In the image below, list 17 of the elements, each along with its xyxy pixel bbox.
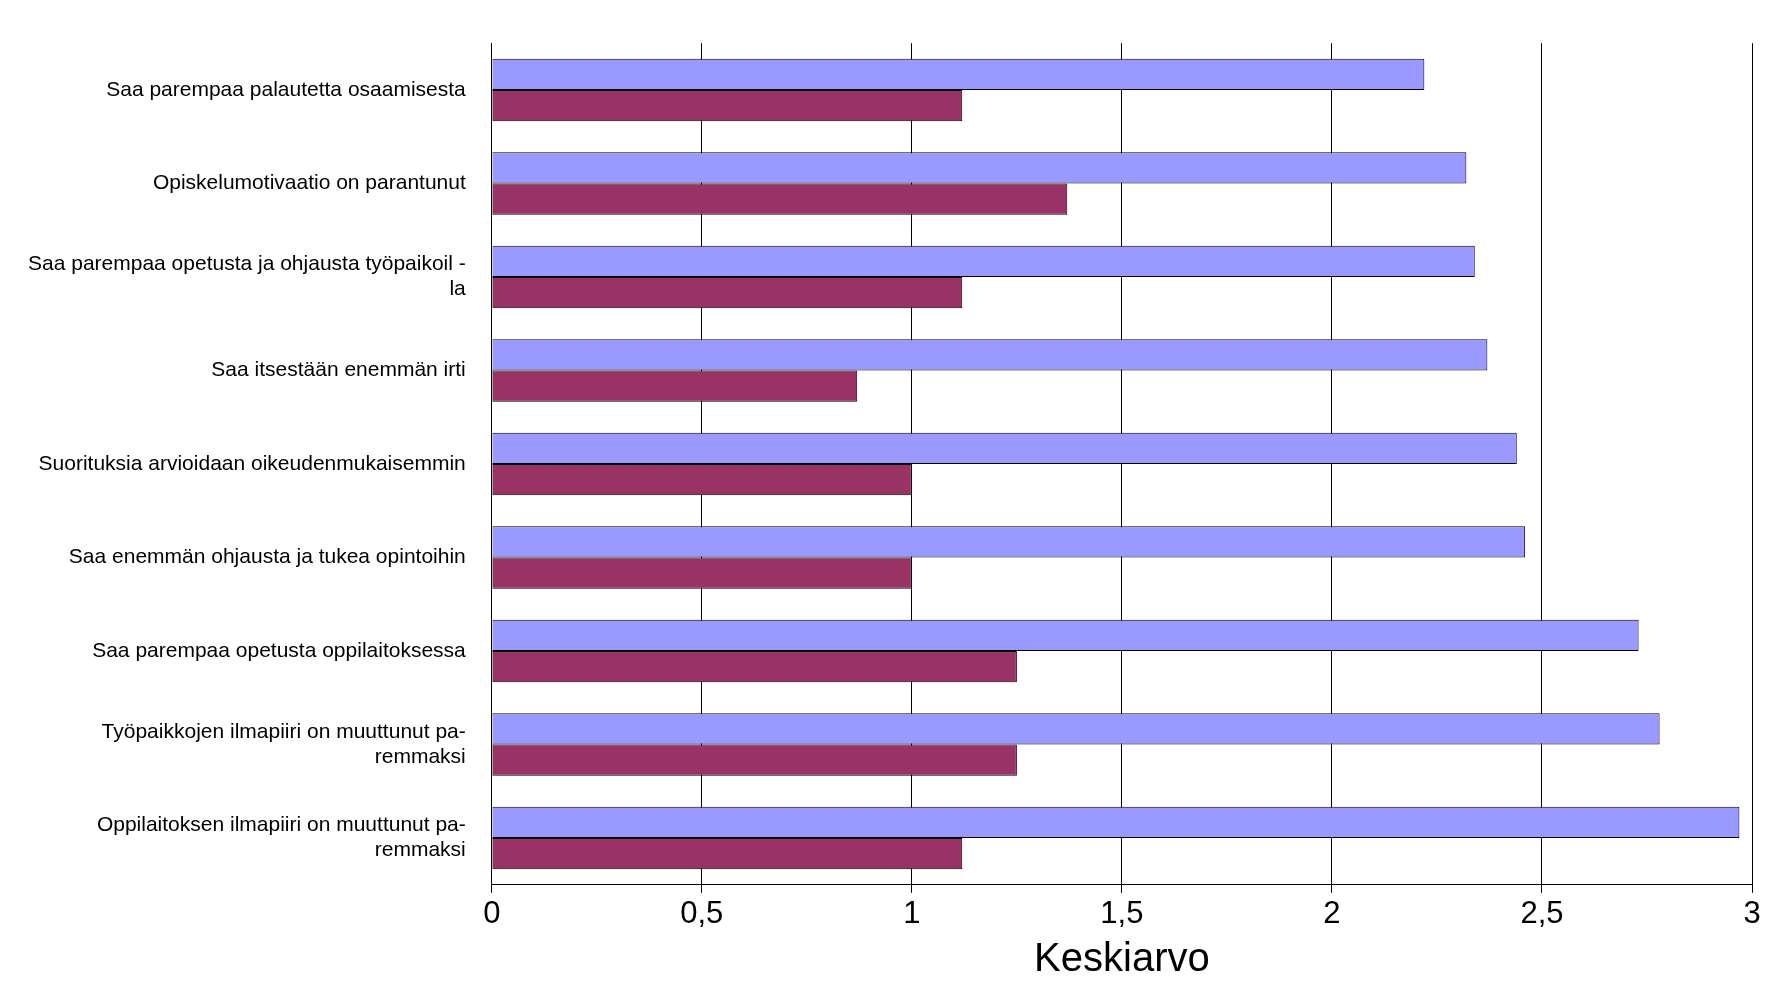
x-tick-label: 3: [1743, 894, 1761, 930]
y-tick-label: Saa parempaa palautetta osaamisesta: [106, 76, 467, 100]
x-tick-label: 1: [903, 894, 921, 930]
y-tick-label: Opiskelumotivaatio on parantunut: [152, 170, 466, 194]
x-tick-label: 0,5: [680, 894, 724, 930]
y-tick-label: Saa parempaa opetusta ja ohjausta työpaikoil - la: [28, 251, 467, 300]
y-tick-label: Työpaikkojen ilmapiiri on muuttunut pa- remmaksi: [101, 718, 466, 767]
x-tick-label: 2: [1323, 894, 1341, 930]
y-tick-label: Saa itsestään enemmän irti: [211, 357, 466, 381]
x-axis-title: Keskiarvo: [1034, 935, 1210, 980]
y-tick-label: Saa enemmän ohjausta ja tukea opintoihin: [68, 544, 466, 568]
y-tick-label: Suorituksia arvioidaan oikeudenmukaisemmin: [38, 450, 466, 474]
y-tick-label: Saa parempaa opetusta oppilaitoksessa: [92, 637, 467, 661]
x-tick-label: 2,5: [1520, 894, 1564, 930]
y-tick-label: Oppilaitoksen ilmapiiri on muuttunut pa- remmaksi: [96, 812, 466, 861]
x-tick-label: 1,5: [1100, 894, 1144, 930]
x-tick-label: 0: [483, 894, 501, 930]
